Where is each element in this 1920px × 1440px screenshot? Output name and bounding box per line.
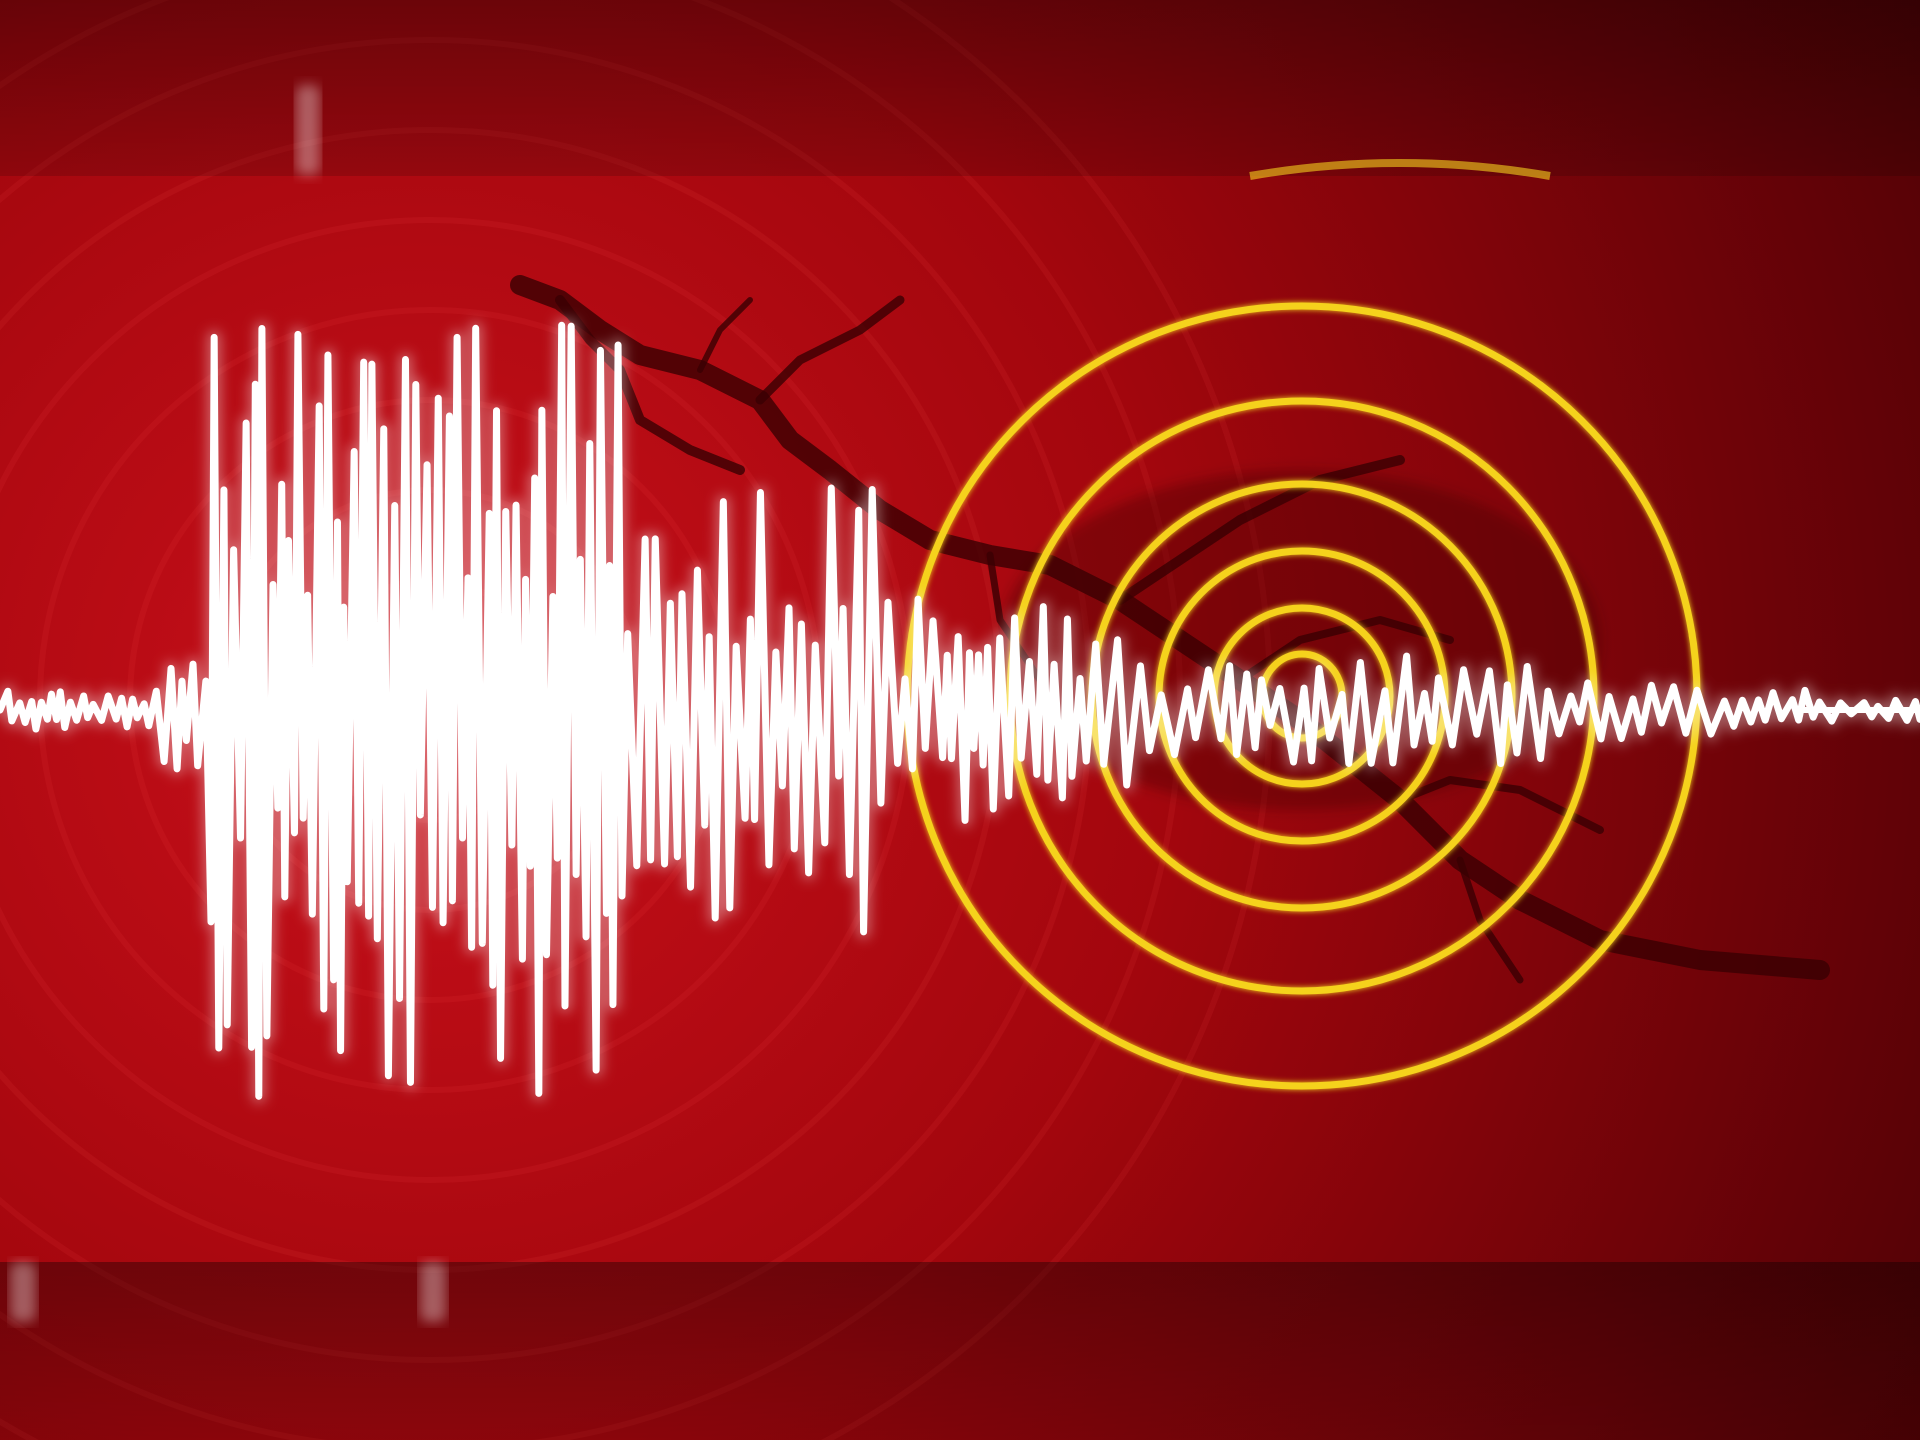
fault-crack-line (1115, 455, 1405, 605)
top-dark-band (0, 0, 1920, 176)
bottom-band-glimmer (420, 1262, 446, 1322)
fault-crack-line (1396, 776, 1604, 834)
top-band-glimmer (296, 85, 320, 175)
fault-crack-line (510, 275, 1830, 980)
waveform-trace (0, 321, 1920, 1100)
fault-crack-line (1456, 856, 1524, 984)
fault-crack-line (555, 295, 745, 475)
top-band-ring-hint (1249, 159, 1551, 180)
fault-crack-line (1236, 616, 1454, 684)
bottom-band-glimmer-left (10, 1262, 36, 1322)
fault-crack-line (755, 295, 905, 405)
fault-crack-line (697, 297, 753, 373)
bottom-dark-band (0, 1262, 1920, 1440)
seismograph-waveform-icon (0, 318, 1920, 1104)
